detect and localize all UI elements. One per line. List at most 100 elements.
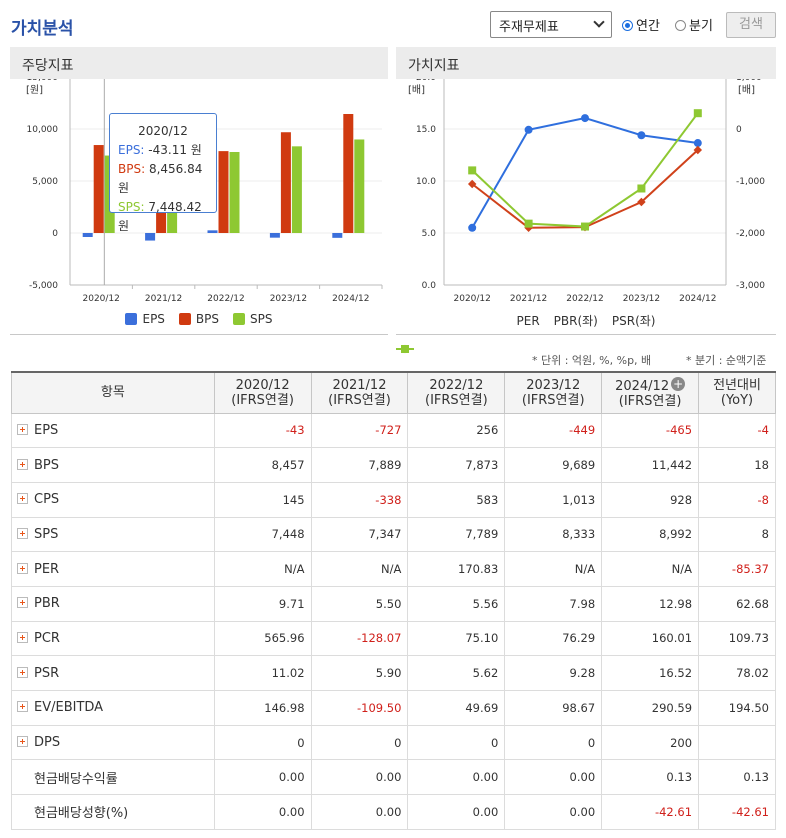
table-cell: 18 [698, 447, 776, 483]
period-header: 2024/12 + (IFRS연결) [601, 371, 700, 414]
expand-plus-icon[interactable] [17, 597, 28, 609]
table-cell: 16.52 [601, 655, 700, 691]
table-cell: 12.98 [601, 585, 700, 622]
expand-plus-icon[interactable] [17, 631, 28, 643]
x-tick-label: 2024/12 [332, 294, 369, 304]
table-cell: 583 [407, 481, 506, 518]
table-cell: 0 [407, 724, 506, 761]
statement-select[interactable]: 주재무제표 [490, 11, 612, 38]
table-cell: 62.68 [698, 585, 776, 622]
row-label[interactable]: PSR [11, 655, 215, 691]
period-header: 2020/12 (IFRS연결) [213, 371, 312, 414]
table-cell: N/A [213, 551, 312, 587]
add-period-icon[interactable]: + [671, 376, 686, 391]
row-label[interactable]: PER [11, 551, 215, 587]
legend-item[interactable]: BPS [178, 312, 220, 326]
table-cell: -449 [504, 412, 603, 449]
y-right-tick-label: 1,000 [736, 79, 762, 83]
table-cell: 0.00 [504, 759, 603, 796]
radio-annual[interactable]: 연간 [622, 15, 660, 34]
table-row: BPS 8,457 7,889 7,873 9,689 11,442 18 [11, 447, 776, 483]
row-label: 현금배당수익률 [11, 759, 215, 796]
tooltip-value: 7,448.42 원 [118, 200, 202, 233]
row-label: 현금배당성향(%) [11, 794, 215, 830]
row-label[interactable]: BPS [11, 447, 215, 483]
row-label-text: CPS [34, 492, 60, 508]
row-label[interactable]: SPS [11, 516, 215, 553]
table-row: EV/EBITDA 146.98 -109.50 49.69 98.67 290.59 19… [11, 690, 776, 726]
legend-label: BPS [195, 312, 220, 326]
table-cell: 200 [601, 724, 700, 761]
row-label-text: 현금배당수익률 [34, 771, 118, 787]
table-cell: 146.98 [213, 690, 312, 726]
period-header: 2022/12 (IFRS연결) [407, 371, 506, 414]
y-right-tick-label: -2,000 [736, 229, 765, 239]
row-label-text: PSR [34, 665, 60, 681]
expand-plus-icon[interactable] [17, 701, 28, 713]
table-cell: 0 [504, 724, 603, 761]
table-cell: -42.61 [601, 794, 700, 830]
basis-label: (IFRS연결) [231, 392, 294, 408]
table-cell: 7,448 [213, 516, 312, 553]
legend-item[interactable]: PER [396, 314, 540, 353]
legend-marker [396, 345, 414, 353]
period-header: 2021/12 (IFRS연결) [310, 371, 409, 414]
point-per [693, 139, 702, 148]
bar-sps [229, 151, 240, 233]
expand-plus-icon[interactable] [17, 458, 28, 470]
y-tick-label: -5,000 [29, 281, 58, 291]
period-label: 2024/12 + [602, 376, 698, 394]
period-label: 2021/12 [312, 378, 408, 393]
legend-item[interactable]: PSR(좌) [396, 314, 655, 353]
row-label[interactable]: EPS [11, 412, 215, 449]
y-right-tick-label: -1,000 [736, 177, 765, 187]
y-right-tick-label: 0 [736, 125, 742, 135]
bar-sps [291, 146, 302, 233]
table-cell: 11.02 [213, 655, 312, 691]
expand-plus-icon[interactable] [17, 423, 28, 435]
point-psr [524, 219, 533, 228]
row-label-text: SPS [34, 526, 59, 542]
legend-item[interactable]: PBR(좌) [396, 314, 598, 354]
row-label[interactable]: CPS [11, 481, 215, 518]
row-label-text: PBR [34, 596, 60, 612]
legend-item[interactable]: SPS [233, 312, 273, 326]
x-tick-label: 2024/12 [679, 294, 716, 304]
tooltip-row: EPS: -43.11 원 [118, 141, 208, 160]
statement-select-value: 주재무제표 [499, 20, 559, 35]
legend-swatch [125, 313, 138, 325]
table-row: PER N/A N/A 170.83 N/A N/A -85.37 [11, 551, 776, 587]
expand-plus-icon[interactable] [17, 562, 28, 574]
value-panel: 가치지표 [배][배]20.01,00015.0010.0-1,0005.0-2… [396, 47, 776, 354]
table-cell: 8,333 [504, 516, 603, 553]
radio-quarter[interactable]: 분기 [675, 15, 713, 34]
legend-label: SPS [250, 312, 273, 326]
bar-eps [82, 233, 93, 237]
row-label-text: PCR [34, 630, 60, 646]
table-cell: 9,689 [504, 447, 603, 483]
expand-plus-icon[interactable] [17, 527, 28, 539]
table-cell: -128.07 [310, 620, 409, 657]
legend-item[interactable]: EPS [125, 312, 165, 326]
row-label[interactable]: EV/EBITDA [11, 690, 215, 726]
row-label[interactable]: DPS [11, 724, 215, 761]
table-cell: N/A [310, 551, 409, 587]
row-label[interactable]: PCR [11, 620, 215, 657]
row-label[interactable]: PBR [11, 585, 215, 622]
value-chart: [배][배]20.01,00015.0010.0-1,0005.0-2,0000… [408, 79, 765, 304]
point-pbr [467, 179, 477, 189]
row-label-text: EV/EBITDA [34, 700, 104, 716]
period-text: 2021/12 [332, 377, 387, 393]
bar-eps [269, 233, 280, 238]
series-line-PBR(좌) [471, 149, 699, 229]
period-text: 2020/12 [235, 377, 290, 393]
expand-plus-icon[interactable] [17, 493, 28, 505]
yoy-header: 전년대비 (YoY) [698, 371, 776, 414]
bar-eps [207, 230, 218, 233]
table-cell: 1,013 [504, 481, 603, 518]
table-cell: 109.73 [698, 620, 776, 657]
search-button[interactable]: 검색 [726, 12, 776, 38]
table-row: SPS 7,448 7,347 7,789 8,333 8,992 8 [11, 516, 776, 553]
expand-plus-icon[interactable] [17, 666, 28, 678]
expand-plus-icon[interactable] [17, 736, 28, 748]
